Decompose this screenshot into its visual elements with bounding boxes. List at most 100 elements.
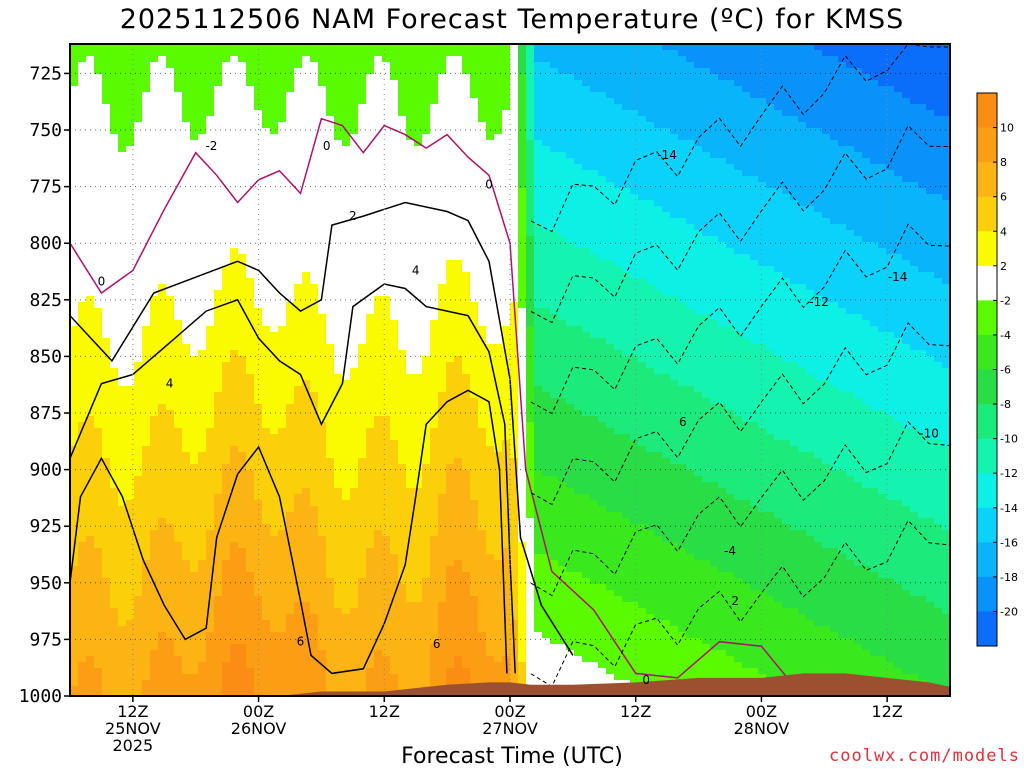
temperature-cell [286, 416, 295, 423]
temperature-cell [310, 50, 319, 57]
temperature-cell [214, 146, 223, 153]
temperature-cell [406, 560, 415, 567]
temperature-cell [230, 302, 239, 309]
temperature-cell [350, 560, 359, 567]
temperature-cell [134, 266, 143, 273]
temperature-cell [366, 632, 375, 639]
temperature-cell [286, 458, 295, 465]
temperature-cell [182, 122, 191, 129]
temperature-cell [366, 482, 375, 489]
temperature-cell [430, 350, 439, 357]
temperature-cell [222, 362, 231, 369]
temperature-cell [214, 662, 223, 669]
temperature-cell [230, 182, 239, 189]
temperature-cell [398, 326, 407, 333]
temperature-cell [214, 56, 223, 63]
temperature-cell [350, 290, 359, 297]
temperature-cell [174, 158, 183, 165]
temperature-cell [318, 164, 327, 171]
temperature-cell [286, 608, 295, 615]
temperature-cell [118, 104, 127, 111]
temperature-cell [126, 230, 135, 237]
temperature-cell [166, 416, 175, 423]
temperature-cell [318, 212, 327, 219]
temperature-cell [142, 116, 151, 123]
temperature-cell [278, 314, 287, 321]
temperature-cell [110, 512, 119, 519]
temperature-cell [110, 104, 119, 111]
temperature-cell [310, 380, 319, 387]
temperature-cell [70, 170, 79, 177]
temperature-cell [214, 446, 223, 453]
temperature-cell [278, 662, 287, 669]
temperature-cell [150, 278, 159, 285]
temperature-cell [190, 656, 199, 663]
temperature-cell [262, 260, 271, 267]
temperature-cell [102, 548, 111, 555]
temperature-cell [374, 380, 383, 387]
temperature-cell [126, 362, 135, 369]
temperature-cell [214, 206, 223, 213]
temperature-cell [262, 644, 271, 651]
temperature-cell [214, 200, 223, 207]
temperature-cell [294, 254, 303, 261]
temperature-cell [358, 686, 367, 693]
temperature-cell [326, 308, 335, 315]
temperature-cell [214, 44, 223, 51]
temperature-cell [166, 494, 175, 501]
temperature-cell [430, 536, 439, 543]
temperature-cell [342, 362, 351, 369]
temperature-cell [278, 440, 287, 447]
temperature-cell [430, 464, 439, 471]
temperature-cell [182, 164, 191, 171]
temperature-cell [126, 86, 135, 93]
temperature-cell [318, 260, 327, 267]
temperature-cell [406, 494, 415, 501]
temperature-cell [134, 350, 143, 357]
temperature-cell [278, 248, 287, 255]
temperature-cell [406, 128, 415, 135]
temperature-cell [390, 116, 399, 123]
temperature-cell [422, 188, 431, 195]
temperature-cell [366, 470, 375, 477]
temperature-cell [174, 362, 183, 369]
temperature-cell [230, 614, 239, 621]
temperature-cell [102, 488, 111, 495]
temperature-cell [374, 374, 383, 381]
temperature-cell [406, 320, 415, 327]
temperature-cell [302, 266, 311, 273]
temperature-cell [118, 194, 127, 201]
temperature-cell [238, 110, 247, 117]
temperature-cell [430, 44, 439, 51]
temperature-cell [174, 578, 183, 585]
temperature-cell [86, 140, 95, 147]
temperature-cell [414, 356, 423, 363]
temperature-cell [118, 470, 127, 477]
temperature-cell [190, 242, 199, 249]
temperature-cell [278, 44, 287, 51]
temperature-cell [198, 206, 207, 213]
temperature-cell [278, 518, 287, 525]
temperature-cell [102, 368, 111, 375]
temperature-cell [206, 404, 215, 411]
temperature-cell [126, 632, 135, 639]
temperature-cell [382, 602, 391, 609]
temperature-cell [310, 668, 319, 675]
temperature-cell [350, 74, 359, 81]
temperature-cell [198, 656, 207, 663]
temperature-cell [350, 422, 359, 429]
temperature-cell [270, 230, 279, 237]
temperature-cell [294, 248, 303, 255]
temperature-cell [278, 254, 287, 261]
temperature-cell [102, 602, 111, 609]
temperature-cell [246, 440, 255, 447]
temperature-cell [294, 176, 303, 183]
temperature-cell [166, 590, 175, 597]
temperature-cell [342, 626, 351, 633]
temperature-cell [342, 176, 351, 183]
temperature-cell [238, 314, 247, 321]
temperature-cell [262, 416, 271, 423]
temperature-cell [206, 236, 215, 243]
temperature-cell [350, 98, 359, 105]
temperature-cell [110, 110, 119, 117]
